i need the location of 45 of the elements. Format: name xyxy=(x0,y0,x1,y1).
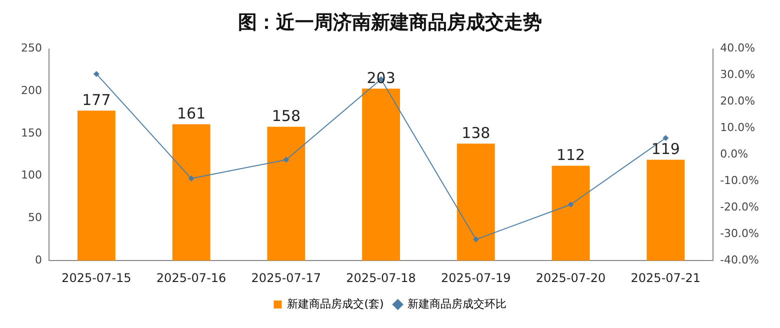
legend-label: 新建商品房成交(套) xyxy=(287,297,384,310)
y2-tick-label: 30.0% xyxy=(720,68,756,82)
point xyxy=(188,176,194,182)
y-tick-label: 150 xyxy=(20,126,42,140)
y-tick-label: 0 xyxy=(34,253,42,266)
x-tick-label: 2025-07-17 xyxy=(251,270,322,285)
x-tick-label: 2025-07-15 xyxy=(62,270,132,285)
y2-tick-label: -30.0% xyxy=(720,226,760,240)
y2-tick-label: 40.0% xyxy=(720,42,756,55)
data-label: 158 xyxy=(272,107,300,126)
x-tick-label: 2025-07-16 xyxy=(156,270,226,285)
bar xyxy=(362,88,400,261)
data-label: 112 xyxy=(556,146,586,164)
data-label: 203 xyxy=(366,69,396,88)
y2-tick-label: -10.0% xyxy=(720,174,760,188)
x-tick-label: 2025-07-18 xyxy=(346,270,416,285)
data-label: 138 xyxy=(462,124,490,142)
y2-tick-label: -40.0% xyxy=(720,253,760,266)
point xyxy=(283,156,290,163)
x-tick-label: 2025-07-21 xyxy=(630,270,701,285)
data-label: 161 xyxy=(176,104,206,123)
y-tick-label: 200 xyxy=(20,84,42,98)
point xyxy=(662,135,669,142)
bar xyxy=(552,166,590,261)
y2-tick-label: 0.0% xyxy=(720,148,748,161)
x-tick-label: 2025-07-19 xyxy=(441,270,511,285)
bar xyxy=(267,126,306,261)
bar xyxy=(172,124,210,261)
legend-label: 新建商品房成交环比 xyxy=(407,297,506,310)
x-tick-label: 2025-07-20 xyxy=(536,270,606,285)
data-label: 177 xyxy=(82,91,111,110)
y-tick-label: 250 xyxy=(20,42,42,55)
y2-tick-label: 20.0% xyxy=(720,94,756,108)
chart-title: 图：近一周济南新建商品房成交走势 xyxy=(238,11,542,34)
y2-tick-label: -20.0% xyxy=(720,200,760,214)
bar xyxy=(77,110,116,261)
y-tick-label: 100 xyxy=(20,168,42,182)
point xyxy=(472,236,479,242)
point xyxy=(568,201,574,208)
data-label: 119 xyxy=(651,140,680,158)
y-tick-label: 50 xyxy=(28,211,42,224)
point xyxy=(93,70,100,77)
bar xyxy=(456,144,495,261)
y2-tick-label: 10.0% xyxy=(720,121,756,134)
bar xyxy=(646,160,685,261)
